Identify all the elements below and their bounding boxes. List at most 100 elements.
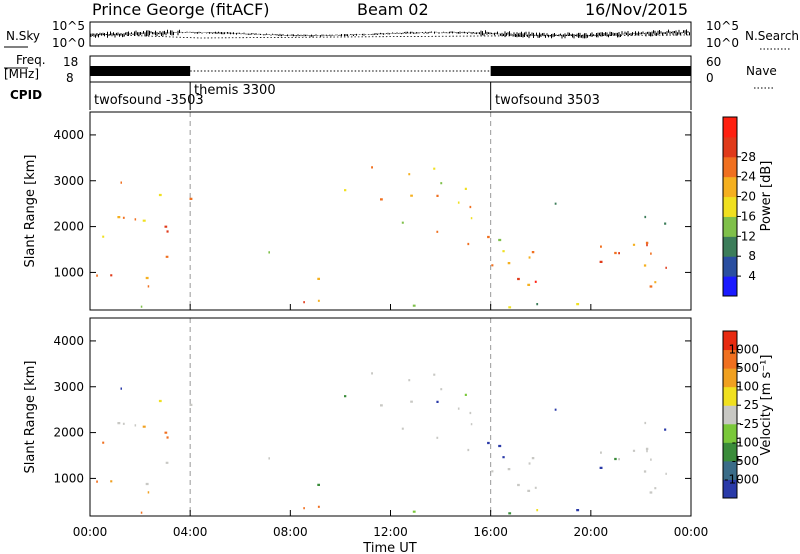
colorbar-cell <box>723 368 737 388</box>
velocity-echo-pixels <box>158 399 539 512</box>
colorbar-tick-label: 16 <box>741 209 756 223</box>
nsearch-label: N.Search <box>745 29 799 43</box>
colorbar-cell <box>723 405 737 425</box>
colorbar-tick-label: 20 <box>741 190 756 204</box>
nsky-tick-top: 10^5 <box>52 19 85 33</box>
cpid-dividers <box>189 82 492 110</box>
colorbar-cell <box>723 236 737 257</box>
colorbar-cell <box>723 176 737 198</box>
power-x-ticks <box>89 304 692 310</box>
cpid-segment-3: twofsound 3503 <box>495 93 600 108</box>
colorbar-tick-label: -100 <box>732 435 759 449</box>
velocity-colorbar: 1000 500 100 25 -25 -100 -500 -1000 <box>722 330 759 499</box>
velocity-colorbar-label: Velocity [m s⁻¹] <box>759 355 774 456</box>
velocity-echo-pixels <box>96 431 320 514</box>
colorbar-tick-label: 24 <box>741 170 756 184</box>
velocity-echo-pixels <box>120 387 667 512</box>
y-tick-label: 1000 <box>53 471 84 485</box>
power-echo-pixels <box>534 280 537 283</box>
x-tick-label: 16:00 <box>473 525 508 539</box>
nsky-strip: N.Sky 10^5 10^0 10^5 10^0 N.Search <box>4 19 799 50</box>
power-y-axis: 1000 2000 3000 4000 <box>53 128 691 279</box>
nsky-trace <box>90 29 691 39</box>
freq-unit: [MHz] <box>4 67 39 81</box>
power-echo-pixels <box>117 173 657 302</box>
cpid-segment-2: themis 3300 <box>194 83 276 98</box>
cpid-segment-1: twofsound -3503 <box>94 93 204 108</box>
colorbar-tick-label: 25 <box>744 398 759 412</box>
colorbar-cell <box>723 349 737 369</box>
freq-tick-top: 18 <box>63 55 78 69</box>
colorbar-frame <box>722 330 738 499</box>
power-plot-area <box>96 112 667 310</box>
colorbar-cell <box>723 136 737 158</box>
colorbar-tick-label: -500 <box>732 454 759 468</box>
nsearch-tick-bottom: 10^0 <box>706 36 739 50</box>
y-tick-label: 2000 <box>53 220 84 234</box>
nsearch-line <box>91 33 691 39</box>
freq-strip: Freq. [MHz] 18 8 60 0 Nave <box>4 53 777 89</box>
y-tick-label: 1000 <box>53 265 84 279</box>
power-echo-pixels <box>140 182 502 308</box>
x-tick-label: 12:00 <box>373 525 408 539</box>
date-title: 16/Nov/2015 <box>585 0 688 19</box>
velocity-y-axis: 1000 2000 3000 4000 <box>53 334 691 485</box>
colorbar-tick-label: 28 <box>741 150 756 164</box>
power-echo-pixels <box>96 166 653 288</box>
colorbar-frame <box>722 116 738 297</box>
freq-band <box>490 66 691 76</box>
colorbar-cell <box>723 423 737 443</box>
x-tick-label: 08:00 <box>273 525 308 539</box>
colorbar-cell <box>723 442 737 462</box>
colorbar-tick-label: 4 <box>748 269 756 283</box>
velocity-echo-pixels <box>117 372 667 494</box>
freq-tick-bottom: 8 <box>66 71 74 85</box>
colorbar-cell <box>723 256 737 277</box>
power-panel: 1000 2000 3000 4000 Slant Range [km] 4 8 12 16… <box>23 111 774 311</box>
velocity-echo-pixels <box>110 425 150 494</box>
y-tick-label: 4000 <box>53 334 84 348</box>
colorbar-cell <box>723 117 737 138</box>
power-echo-pixels <box>102 167 580 309</box>
colorbar-tick-label: 8 <box>748 249 756 263</box>
freq-band <box>90 66 191 76</box>
x-tick-label: 00:00 <box>73 525 108 539</box>
freq-trace <box>90 66 691 76</box>
y-tick-label: 3000 <box>53 380 84 394</box>
velocity-panel: 1000 2000 3000 4000 00:00 04:00 08:00 12:00 16:… <box>23 317 774 554</box>
nsearch-tick-top: 10^5 <box>706 19 739 33</box>
nave-label: Nave <box>746 64 777 78</box>
cpid-strip: CPID twofsound -3503 themis 3300 twofsou… <box>10 82 692 110</box>
colorbar-cell <box>723 331 737 351</box>
velocity-echo-pixels <box>412 393 467 513</box>
colorbar-tick-label: 100 <box>736 380 759 394</box>
colorbar-cell <box>723 156 737 178</box>
x-tick-label: 00:00 <box>674 525 709 539</box>
colorbar-cell <box>723 386 737 406</box>
power-y-label: Slant Range [km] <box>23 155 38 268</box>
y-tick-label: 3000 <box>53 174 84 188</box>
colorbar-cell <box>723 479 737 499</box>
colorbar-cell <box>723 196 737 217</box>
x-tick-label: 04:00 <box>173 525 208 539</box>
y-tick-label: 2000 <box>53 426 84 440</box>
cpid-label: CPID <box>10 88 42 102</box>
nsky-label: N.Sky <box>6 29 40 43</box>
power-colorbar-label: Power [dB] <box>759 161 774 232</box>
velocity-y-label: Slant Range [km] <box>23 361 38 474</box>
beam-title: Beam 02 <box>357 0 429 19</box>
colorbar-cell <box>723 276 737 297</box>
colorbar-tick-label: 500 <box>736 361 759 375</box>
nsky-tick-bottom: 10^0 <box>52 36 85 50</box>
power-echo-pixels <box>110 225 667 304</box>
station-title: Prince George (fitACF) <box>92 0 270 19</box>
colorbar-cell <box>723 460 737 480</box>
y-tick-label: 4000 <box>53 128 84 142</box>
velocity-plot-area <box>96 318 667 516</box>
freq-label: Freq. <box>16 53 46 67</box>
colorbar-tick-label: 1000 <box>728 343 759 357</box>
power-echo-pixels <box>536 202 667 306</box>
colorbar-tick-label: -25 <box>739 417 759 431</box>
nave-tick-bottom: 0 <box>706 71 714 85</box>
